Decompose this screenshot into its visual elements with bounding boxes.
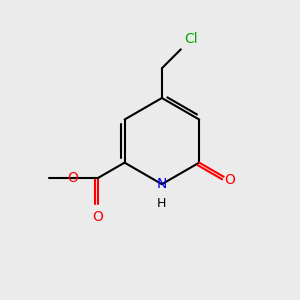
Text: Cl: Cl xyxy=(184,32,198,46)
Text: O: O xyxy=(224,173,235,187)
Text: N: N xyxy=(157,177,167,191)
Text: H: H xyxy=(157,197,167,210)
Text: O: O xyxy=(68,171,79,185)
Text: O: O xyxy=(92,210,103,224)
